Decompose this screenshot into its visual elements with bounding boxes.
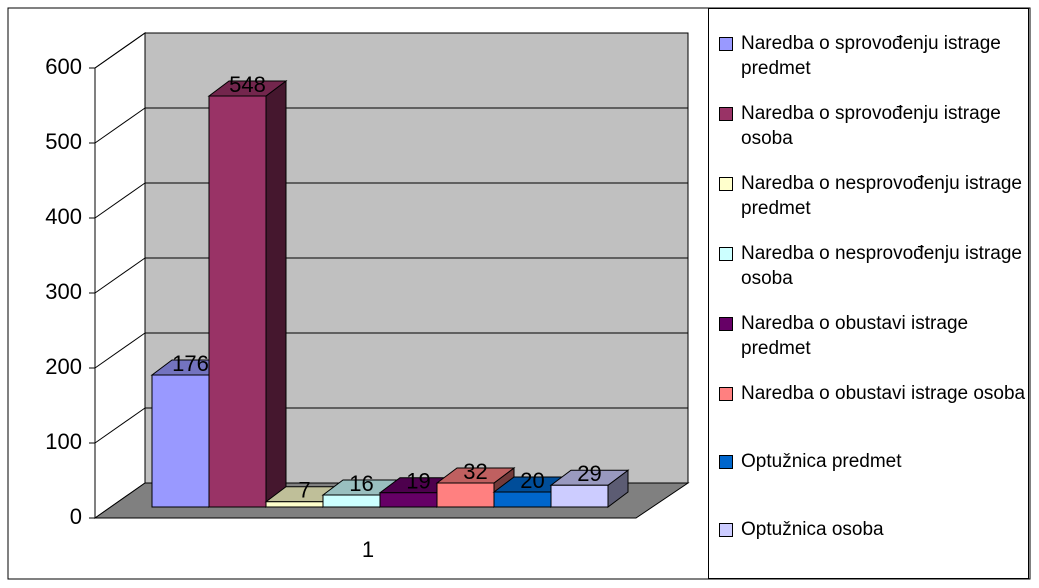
y-tick-label: 0 — [70, 504, 82, 529]
legend-label: Optužnica osoba — [741, 519, 884, 540]
bar — [379, 492, 438, 508]
grid-line — [94, 257, 146, 294]
bar — [265, 501, 324, 508]
legend-label: Naredba o nesprovođenju istrage osoba — [741, 243, 1022, 289]
data-label: 29 — [577, 461, 601, 486]
legend-label: Optužnica predmet — [741, 451, 902, 472]
bar — [151, 374, 210, 508]
y-tick-label: 600 — [45, 54, 82, 79]
data-label: 16 — [349, 471, 373, 496]
data-label: 32 — [463, 459, 487, 484]
data-label: 176 — [172, 351, 209, 376]
grid-line — [94, 407, 146, 444]
bar-side — [265, 80, 287, 508]
y-tick-label: 200 — [45, 354, 82, 379]
y-tick-label: 100 — [45, 429, 82, 454]
legend-swatch — [719, 455, 733, 469]
grid-line — [94, 107, 146, 144]
y-tick-label: 500 — [45, 129, 82, 154]
legend-swatch — [719, 177, 733, 191]
legend-label: Naredba o obustavi istrage osoba — [741, 383, 1026, 404]
data-label: 20 — [520, 468, 544, 493]
bar — [322, 494, 381, 508]
legend-swatch — [719, 387, 733, 401]
bar — [493, 491, 552, 508]
bar — [436, 482, 495, 508]
bar — [550, 484, 609, 508]
legend-label: Naredba o obustavi istrage predmet — [741, 313, 969, 359]
bar — [208, 95, 267, 508]
legend-label: Naredba o nesprovođenju istrage predmet — [741, 173, 1022, 219]
grid-line — [94, 332, 146, 369]
y-tick-label: 400 — [45, 204, 82, 229]
legend-swatch — [719, 317, 733, 331]
data-label: 548 — [229, 72, 266, 97]
legend-swatch — [719, 37, 733, 51]
legend-label: Naredba o sprovođenju istrage predmet — [741, 33, 1001, 79]
y-tick-label: 300 — [45, 279, 82, 304]
legend-swatch — [719, 247, 733, 261]
grid-line — [94, 182, 146, 219]
data-label: 19 — [406, 469, 430, 494]
legend: Naredba o sprovođenju istrage predmet Nar… — [708, 8, 1029, 579]
grid-line — [94, 32, 146, 69]
x-tick-label: 1 — [362, 537, 374, 562]
legend-swatch — [719, 523, 733, 537]
legend-label: Naredba o sprovođenju istrage osoba — [741, 103, 1001, 149]
data-label: 7 — [298, 478, 310, 503]
legend-swatch — [719, 107, 733, 121]
